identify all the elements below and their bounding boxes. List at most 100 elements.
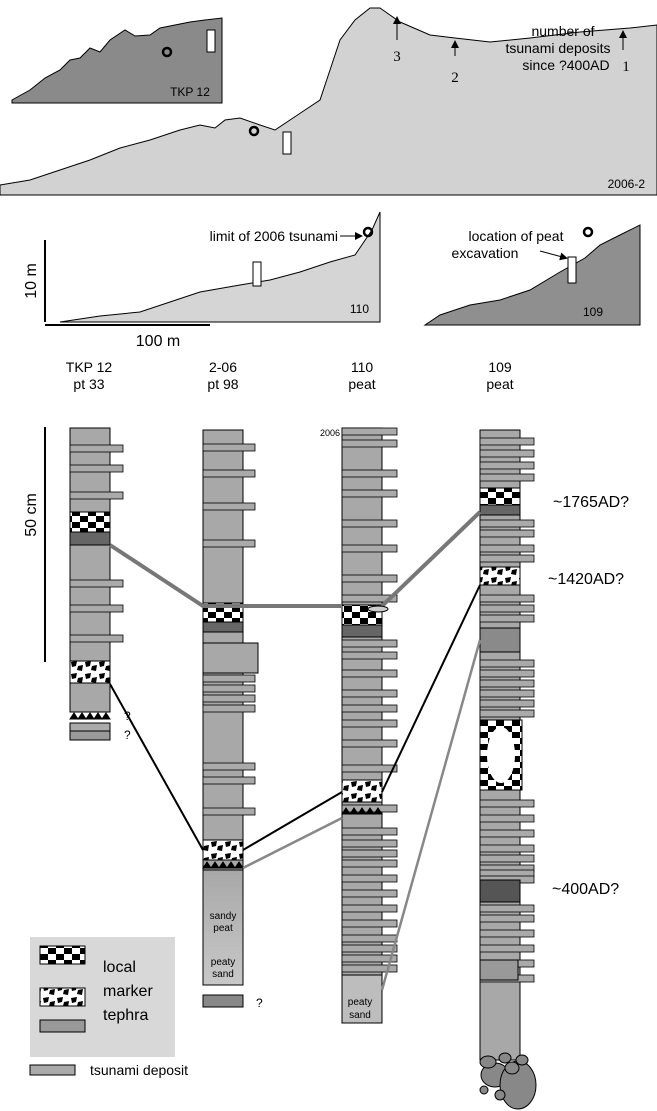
tsunami-deposit [480, 905, 534, 912]
tsunami-deposit [342, 705, 397, 712]
core-unit [480, 960, 518, 980]
figure: TKP 12 2006-2 number of tsunami deposits… [0, 0, 657, 1111]
unit-label: peaty [211, 957, 235, 968]
tsunami-deposit [342, 945, 397, 952]
pit [207, 30, 215, 52]
age-label: ~1420AD? [548, 571, 624, 588]
tsunami-deposit [480, 710, 534, 717]
core-unit [203, 995, 243, 1007]
legend-text: marker [103, 983, 153, 1000]
tephra [480, 567, 520, 585]
tsunami-deposit [342, 520, 397, 527]
annotation: limit of 2006 tsunami [210, 228, 338, 244]
column-title: 110 [351, 359, 374, 375]
tsunami-deposit [342, 920, 397, 927]
tephra [70, 661, 110, 683]
annotation: location of peat [469, 228, 564, 244]
tsunami-deposit [480, 915, 534, 922]
column-title: TKP 12 [66, 359, 113, 375]
correlation-line [243, 792, 342, 850]
tephra [203, 840, 243, 860]
unit-label: sand [349, 1010, 371, 1021]
note: ? [256, 996, 263, 1010]
core-unit [480, 880, 520, 902]
arrow-label: 1 [622, 59, 630, 75]
tsunami-deposit [480, 680, 534, 687]
tsunami-deposit [342, 875, 397, 882]
note: ? [124, 728, 131, 742]
tsunami-deposit [342, 740, 397, 747]
profile-label: 110 [350, 302, 369, 316]
tsunami-deposit [342, 955, 397, 962]
legend: local marker tephra tsunami deposit [30, 937, 188, 1078]
tsunami-deposit [480, 545, 534, 552]
column-title: peat [486, 376, 513, 392]
tsunami-deposit [342, 905, 397, 912]
tsunami-deposit [342, 640, 397, 647]
arrow-label: 3 [393, 49, 401, 65]
tsunami-deposit [203, 705, 255, 712]
tsunami-deposit [342, 935, 397, 942]
tsunami-deposit [480, 855, 534, 862]
tsunami-deposit [203, 808, 255, 815]
tsunami-deposit [480, 930, 534, 937]
tsunami-deposit [342, 690, 397, 697]
tsunami-deposit [342, 575, 397, 582]
tsunami-deposit [342, 670, 397, 677]
tsunami-deposit [480, 555, 534, 562]
tsunami-deposit [70, 580, 123, 587]
tsunami-deposit [342, 440, 397, 447]
annotation: since ?400AD [522, 57, 609, 73]
tephra-lens [368, 606, 388, 612]
scale-label: 10 m [23, 263, 40, 299]
dark-band [342, 625, 382, 637]
legend-icon [40, 1020, 85, 1032]
age-label: ~400AD? [552, 881, 619, 898]
top-label: 2006 [320, 428, 340, 438]
tsunami-deposit [480, 605, 534, 612]
marker-core [487, 727, 515, 783]
legend-text: local [103, 959, 136, 976]
tsunami-deposit [480, 438, 534, 445]
column-title: 2-06 [209, 359, 237, 375]
tsunami-deposit [342, 428, 397, 435]
core-scale-label: 50 cm [23, 493, 40, 537]
arrow [540, 251, 566, 258]
tsunami-deposit [342, 545, 397, 552]
column-title: pt 33 [73, 376, 104, 392]
tsunami-deposit [70, 445, 123, 452]
core-unit [70, 723, 110, 731]
tsunami-deposit [203, 685, 255, 692]
tsunami-deposit [203, 470, 255, 477]
annotation: number of [531, 23, 594, 39]
legend-text: tsunami deposit [90, 1062, 188, 1078]
tsunami-deposit [342, 828, 397, 835]
tsunami-deposit [480, 700, 534, 707]
unit-label: sand [212, 969, 234, 980]
clast [505, 1062, 519, 1074]
tsunami-deposit [480, 945, 534, 952]
column-title: pt 98 [207, 376, 238, 392]
column-title: 109 [488, 359, 512, 375]
tsunami-deposit [70, 605, 123, 612]
dark-band [203, 622, 243, 632]
tsunami-deposit [203, 540, 255, 547]
tsunami-deposit [342, 652, 397, 659]
tsunami-deposit [480, 615, 534, 622]
tsunami-deposit [480, 670, 534, 677]
profile-label: TKP 12 [170, 85, 210, 99]
tsunami-deposit [203, 777, 255, 784]
unit-label: sandy [210, 911, 237, 922]
dark-band [480, 505, 520, 515]
legend-icon [30, 1065, 75, 1075]
clast [495, 1090, 505, 1100]
clast [516, 1055, 528, 1065]
core-unit [480, 628, 520, 652]
tsunami-deposit [342, 860, 397, 867]
tsunami-deposit [480, 845, 534, 852]
core-unit [203, 643, 258, 673]
correlation-line [243, 818, 342, 868]
tsunami-deposit [480, 450, 534, 457]
tsunami-deposit [342, 470, 397, 477]
tsunami-deposit [203, 444, 255, 451]
